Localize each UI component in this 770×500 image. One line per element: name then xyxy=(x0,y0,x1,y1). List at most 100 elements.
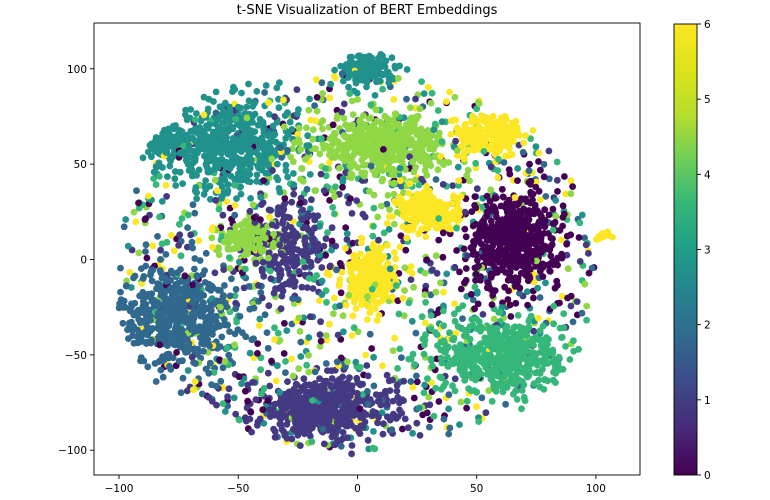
data-point xyxy=(146,293,154,300)
data-point xyxy=(300,375,308,383)
data-point xyxy=(553,176,561,184)
data-point xyxy=(384,242,391,249)
data-point xyxy=(368,126,375,134)
data-point xyxy=(254,340,262,347)
data-point xyxy=(293,391,301,398)
data-point xyxy=(490,315,498,323)
data-point xyxy=(250,304,258,312)
data-point xyxy=(373,317,381,324)
data-point xyxy=(221,358,229,365)
data-point xyxy=(191,378,199,385)
data-point xyxy=(139,303,147,310)
data-point xyxy=(477,233,485,240)
data-point xyxy=(156,213,163,221)
data-point xyxy=(232,410,240,418)
data-point xyxy=(266,147,273,155)
data-point xyxy=(183,387,191,395)
data-point xyxy=(183,116,191,124)
data-point xyxy=(210,155,218,163)
data-point xyxy=(276,389,284,396)
data-point xyxy=(191,209,199,217)
data-point xyxy=(369,291,377,299)
data-point xyxy=(224,321,232,329)
data-point xyxy=(320,242,328,250)
data-point xyxy=(567,177,575,185)
data-point xyxy=(197,334,204,342)
data-point xyxy=(337,289,345,297)
data-point xyxy=(252,259,260,267)
data-point xyxy=(158,198,166,205)
data-point xyxy=(256,157,264,165)
data-point xyxy=(266,406,273,414)
data-point xyxy=(470,139,478,147)
data-point xyxy=(220,119,228,126)
data-point xyxy=(149,266,157,274)
data-point xyxy=(268,357,275,365)
data-point xyxy=(149,242,157,250)
data-point xyxy=(406,180,414,188)
data-point xyxy=(159,373,167,381)
data-point xyxy=(475,100,483,107)
data-point xyxy=(254,235,261,243)
data-point xyxy=(385,226,393,233)
data-point xyxy=(175,242,183,249)
data-point xyxy=(373,166,381,174)
data-point xyxy=(318,392,326,400)
data-point xyxy=(174,280,182,287)
data-point xyxy=(162,251,170,258)
data-point xyxy=(463,172,471,180)
data-point xyxy=(374,213,382,221)
data-point xyxy=(190,294,197,302)
data-point xyxy=(445,159,453,166)
data-point xyxy=(294,110,301,118)
data-point xyxy=(361,169,369,177)
data-point xyxy=(312,187,320,194)
data-point xyxy=(461,225,469,233)
data-point xyxy=(226,264,234,272)
data-point xyxy=(235,258,243,266)
data-point xyxy=(578,309,586,317)
data-point xyxy=(208,226,216,234)
data-point xyxy=(491,263,498,271)
data-point xyxy=(292,419,299,427)
data-point xyxy=(165,331,173,338)
data-point xyxy=(389,293,396,301)
data-point xyxy=(464,166,472,174)
data-point xyxy=(211,269,219,277)
data-point xyxy=(458,153,466,161)
data-point xyxy=(472,270,480,278)
data-point xyxy=(312,117,320,125)
data-point xyxy=(212,196,220,204)
data-point xyxy=(493,213,500,221)
data-point xyxy=(472,277,479,284)
data-point xyxy=(247,408,255,416)
data-point xyxy=(394,74,402,82)
data-point xyxy=(132,218,140,226)
data-point xyxy=(149,298,156,305)
data-point xyxy=(264,344,272,352)
data-point xyxy=(271,433,279,441)
data-point xyxy=(191,255,199,262)
data-point xyxy=(227,172,235,180)
data-point xyxy=(404,424,412,432)
data-point xyxy=(382,387,389,395)
data-point xyxy=(559,202,567,210)
data-point xyxy=(371,92,379,99)
data-point xyxy=(563,240,571,248)
data-point xyxy=(491,194,499,202)
data-point xyxy=(179,180,187,188)
data-point xyxy=(117,264,124,272)
data-point xyxy=(324,229,331,236)
data-point xyxy=(505,287,512,295)
data-point xyxy=(184,211,192,219)
data-point xyxy=(534,284,541,292)
data-point xyxy=(172,182,180,189)
data-point xyxy=(399,223,407,231)
data-point xyxy=(507,313,515,320)
data-point xyxy=(161,299,169,306)
data-point xyxy=(217,150,225,157)
data-point xyxy=(157,330,165,337)
data-point xyxy=(320,440,328,448)
data-point xyxy=(451,300,458,308)
data-point xyxy=(257,193,265,201)
